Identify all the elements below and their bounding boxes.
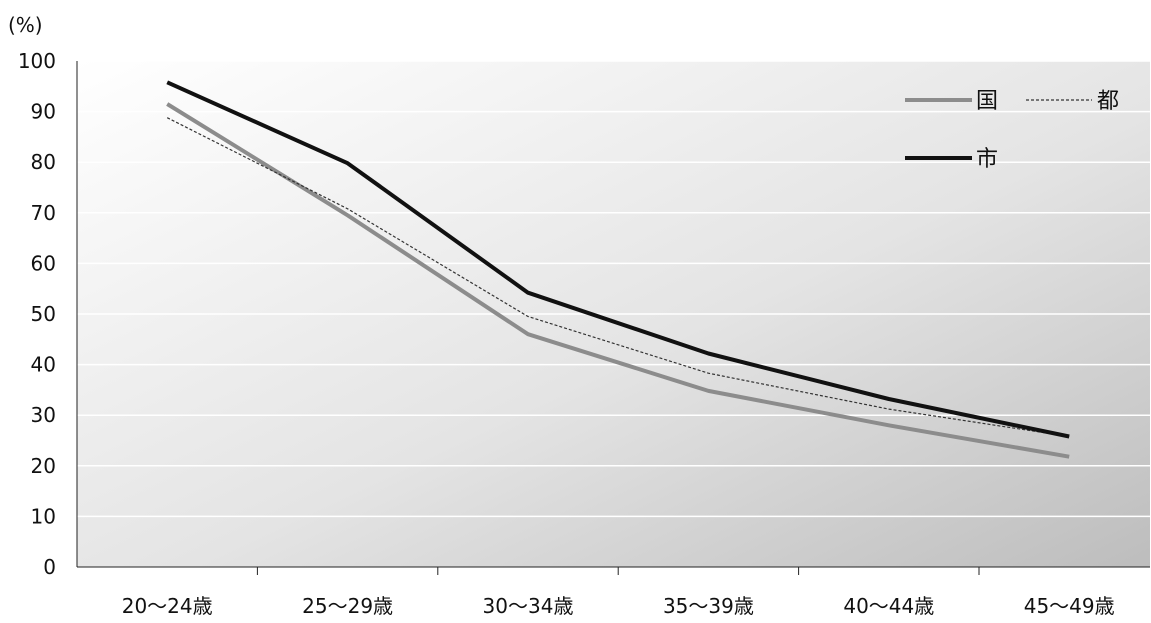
x-tick-label: 20～24歳: [122, 594, 213, 618]
legend-label-shi: 市: [976, 147, 998, 172]
x-tick-label: 40～44歳: [843, 594, 934, 618]
legend-label-kuni: 国: [976, 89, 998, 114]
y-axis-ticks: 0 10 20 30 40 50 60 70 80 90 100: [18, 49, 56, 579]
y-tick-label: 100: [18, 49, 56, 73]
x-tick-label: 25～29歳: [302, 594, 393, 618]
legend-label-to: 都: [1097, 89, 1119, 114]
legend: 国 都 市: [905, 89, 1119, 172]
y-axis-unit: (%): [8, 13, 43, 37]
y-tick-label: 90: [31, 100, 56, 124]
x-tick-label: 45～49歳: [1024, 594, 1115, 618]
x-tick-label: 35～39歳: [663, 594, 754, 618]
series-lines: [166, 80, 1070, 459]
series-line-shi: [166, 80, 1070, 439]
series-line-to: [166, 117, 1070, 438]
y-tick-label: 70: [31, 201, 56, 225]
y-tick-label: 0: [43, 555, 56, 579]
y-tick-label: 60: [31, 251, 56, 275]
series-line-kuni: [166, 102, 1070, 459]
y-tick-label: 40: [31, 353, 56, 377]
y-tick-label: 30: [31, 403, 56, 427]
x-tick-label: 30～34歳: [483, 594, 574, 618]
gridlines: [76, 60, 1150, 568]
y-tick-label: 80: [31, 150, 56, 174]
y-tick-label: 20: [31, 454, 56, 478]
y-tick-label: 10: [31, 504, 56, 528]
y-tick-label: 50: [31, 302, 56, 326]
x-axis-ticks: 20～24歳 25～29歳 30～34歳 35～39歳 40～44歳 45～49歳: [122, 567, 1115, 618]
